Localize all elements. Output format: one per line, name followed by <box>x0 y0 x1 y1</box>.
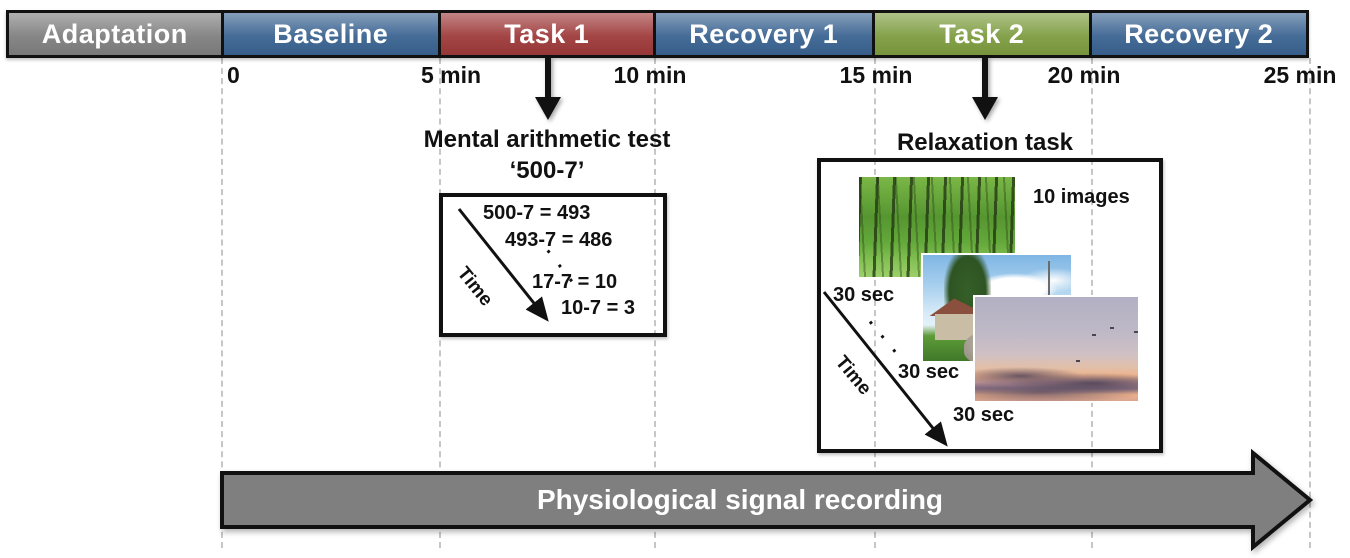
time-label-0: 0 <box>227 62 240 88</box>
segment-label: Adaptation <box>41 18 188 49</box>
time-label-20: 20 min <box>1047 62 1121 88</box>
segment-adaptation: Adaptation <box>9 13 221 55</box>
duration-label-3: 30 sec <box>953 404 1015 426</box>
arithmetic-line: 500-7 = 493 <box>483 202 591 224</box>
gridline-25min <box>1309 58 1311 548</box>
time-label-5: 5 min <box>420 62 482 88</box>
duration-label-2: 30 sec <box>898 361 960 383</box>
segment-recovery2: Recovery 2 <box>1091 13 1306 55</box>
sunset-sky-photo <box>973 295 1140 403</box>
segment-label: Recovery 2 <box>1124 18 1274 49</box>
arithmetic-line: 10-7 = 3 <box>561 297 635 319</box>
task2-pointer-arrow-icon <box>972 57 998 120</box>
timeline-bar: Adaptation Baseline Task 1 Recovery 1 Ta… <box>6 10 1309 58</box>
arithmetic-title-line1: Mental arithmetic test <box>423 126 671 153</box>
segment-label: Task 1 <box>504 18 590 49</box>
gridline-0min <box>221 58 223 548</box>
segment-task2: Task 2 <box>875 13 1089 55</box>
segment-task1: Task 1 <box>441 13 653 55</box>
segment-label: Recovery 1 <box>689 18 839 49</box>
time-label-25: 25 min <box>1263 62 1337 88</box>
segment-label: Baseline <box>273 18 389 49</box>
gridline-10min <box>654 58 656 548</box>
recording-label: Physiological signal recording <box>536 484 944 515</box>
image-count-label: 10 images <box>1033 186 1130 208</box>
task1-pointer-arrow-icon <box>535 57 561 120</box>
arithmetic-title-line2: ‘500-7’ <box>509 157 585 184</box>
arithmetic-time-arrow-icon <box>457 208 549 322</box>
relaxation-title: Relaxation task <box>896 129 1074 156</box>
arithmetic-line: 493-7 = 486 <box>505 229 613 251</box>
segment-recovery1: Recovery 1 <box>655 13 872 55</box>
arithmetic-box: Time 500-7 = 493 493-7 = 486 · · · 17-7 … <box>439 193 667 337</box>
segment-baseline: Baseline <box>223 13 439 55</box>
relaxation-box: Time 30 sec · · · 30 sec 30 sec 10 image… <box>817 158 1163 453</box>
recording-arrow <box>220 448 1314 552</box>
arithmetic-title: Mental arithmetic test ‘500-7’ <box>377 124 717 186</box>
image-count-label-pos-top: 30 sec <box>833 284 895 306</box>
arithmetic-line: 17-7 = 10 <box>532 271 618 293</box>
gridline-15min <box>874 58 876 548</box>
segment-label: Task 2 <box>939 18 1025 49</box>
relaxation-time-arrow-icon <box>822 291 948 447</box>
antenna-mast <box>1048 261 1051 308</box>
birds-icon <box>1091 334 1096 337</box>
time-label-10: 10 min <box>613 62 687 88</box>
time-label-15: 15 min <box>839 62 913 88</box>
